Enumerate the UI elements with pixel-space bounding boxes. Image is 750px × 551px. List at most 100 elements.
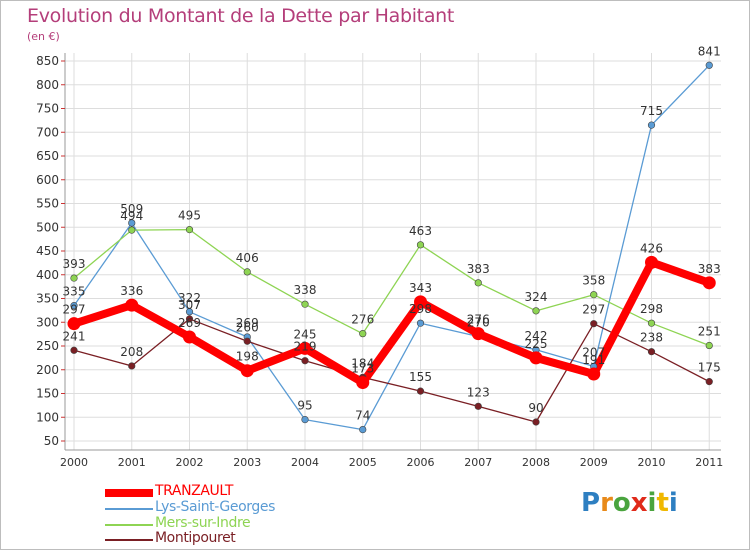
point-lys-saint-georges <box>301 416 309 424</box>
x-tick-label: 2006 <box>407 456 435 469</box>
point-tranzault <box>529 351 543 365</box>
series-line-tranzault <box>70 258 714 387</box>
data-label-tranzault: 191 <box>582 353 605 367</box>
point-mers-sur-indre <box>474 279 482 287</box>
data-label-montipouret: 297 <box>582 303 605 317</box>
point-mers-sur-indre <box>532 307 540 315</box>
point-mers-sur-indre <box>359 330 367 338</box>
point-tranzault <box>587 367 601 381</box>
data-label-mers-sur-indre: 358 <box>582 274 605 288</box>
y-tick-label: 150 <box>36 387 59 401</box>
y-tick-label: 850 <box>36 54 59 68</box>
point-mers-sur-indre <box>128 226 136 234</box>
series-line-mers-sur-indre <box>73 228 710 347</box>
data-label-montipouret: 155 <box>409 370 432 384</box>
data-label-montipouret: 241 <box>63 329 86 343</box>
data-label-lys-saint-georges: 270 <box>467 316 490 330</box>
x-tick-label: 2007 <box>464 456 492 469</box>
data-label-montipouret: 175 <box>698 361 721 375</box>
data-label-montipouret: 208 <box>120 345 143 359</box>
data-label-mers-sur-indre: 276 <box>351 313 374 327</box>
data-label-lys-saint-georges: 509 <box>120 202 143 216</box>
x-tick-label: 2000 <box>60 456 88 469</box>
x-tick-label: 2008 <box>522 456 550 469</box>
legend-swatch <box>105 489 153 497</box>
y-tick-label: 750 <box>36 102 59 116</box>
point-mers-sur-indre <box>301 300 309 308</box>
y-tick-label: 100 <box>36 410 59 424</box>
y-tick-label: 50 <box>44 434 59 448</box>
point-mers-sur-indre <box>185 226 194 234</box>
point-lys-saint-georges <box>705 61 713 69</box>
data-label-mers-sur-indre: 383 <box>467 262 490 276</box>
data-label-tranzault: 343 <box>409 281 432 295</box>
data-label-lys-saint-georges: 335 <box>63 285 86 299</box>
data-label-montipouret: 238 <box>640 331 663 345</box>
legend-swatch <box>105 524 153 526</box>
point-montipouret <box>532 418 540 426</box>
data-label-tranzault: 269 <box>178 316 201 330</box>
point-tranzault <box>356 376 370 390</box>
series-line-lys-saint-georges <box>73 64 710 431</box>
y-tick-label: 800 <box>36 78 59 92</box>
point-montipouret <box>705 378 713 386</box>
x-tick-label: 2001 <box>118 456 146 469</box>
point-tranzault <box>471 327 485 341</box>
point-tranzault <box>414 295 427 309</box>
data-label-montipouret: 184 <box>351 356 374 370</box>
data-label-mers-sur-indre: 463 <box>409 224 432 238</box>
logo-letter: r <box>600 488 613 518</box>
data-label-tranzault: 173 <box>351 362 374 376</box>
data-label-lys-saint-georges: 207 <box>582 345 605 359</box>
legend-label: Lys-Saint-Georges <box>155 499 275 515</box>
chart-subtitle: (en €) <box>27 30 60 43</box>
y-tick-label: 350 <box>36 292 59 306</box>
logo-letter: i <box>647 488 657 518</box>
point-tranzault <box>645 255 658 269</box>
point-mers-sur-indre <box>705 341 713 350</box>
data-label-lys-saint-georges: 841 <box>698 44 721 58</box>
y-tick-label: 400 <box>36 268 59 282</box>
data-label-montipouret: 260 <box>236 320 259 334</box>
data-label-montipouret: 90 <box>528 401 543 415</box>
logo-letter: x <box>630 488 648 518</box>
x-tick-label: 2003 <box>233 456 261 469</box>
legend-swatch <box>105 539 153 541</box>
y-tick-label: 650 <box>36 149 59 163</box>
legend-label: Montipouret <box>155 530 236 546</box>
x-tick-label: 2004 <box>291 456 319 469</box>
data-label-mers-sur-indre: 324 <box>525 290 548 304</box>
point-mers-sur-indre <box>243 268 251 276</box>
data-label-tranzault: 276 <box>467 313 490 327</box>
y-tick-label: 300 <box>36 315 59 329</box>
point-montipouret <box>128 362 136 370</box>
data-label-tranzault: 198 <box>236 350 259 364</box>
point-lys-saint-georges <box>647 121 656 129</box>
y-tick-label: 200 <box>36 363 59 377</box>
data-label-lys-saint-georges: 242 <box>525 329 548 343</box>
data-label-mers-sur-indre: 495 <box>178 209 201 223</box>
point-lys-saint-georges <box>185 308 194 316</box>
y-tick-label: 250 <box>36 339 59 353</box>
legend-swatch <box>105 508 153 510</box>
data-label-tranzault: 225 <box>525 337 548 351</box>
point-mers-sur-indre <box>590 291 598 299</box>
point-montipouret <box>590 320 598 328</box>
data-label-tranzault: 383 <box>698 262 721 276</box>
point-montipouret <box>647 348 656 356</box>
x-tick-label: 2005 <box>349 456 377 469</box>
point-montipouret <box>301 357 309 365</box>
data-label-lys-saint-georges: 715 <box>640 104 663 118</box>
point-montipouret <box>70 346 78 354</box>
data-label-mers-sur-indre: 251 <box>698 325 721 339</box>
point-lys-saint-georges <box>128 219 136 227</box>
point-lys-saint-georges <box>416 319 425 327</box>
data-label-tranzault: 297 <box>63 303 86 317</box>
y-tick-label: 450 <box>36 244 59 258</box>
point-lys-saint-georges <box>70 302 78 310</box>
data-label-montipouret: 307 <box>178 298 201 312</box>
logo-letter: P <box>581 488 601 518</box>
data-label-montipouret: 219 <box>294 340 317 354</box>
data-label-mers-sur-indre: 494 <box>120 209 143 223</box>
